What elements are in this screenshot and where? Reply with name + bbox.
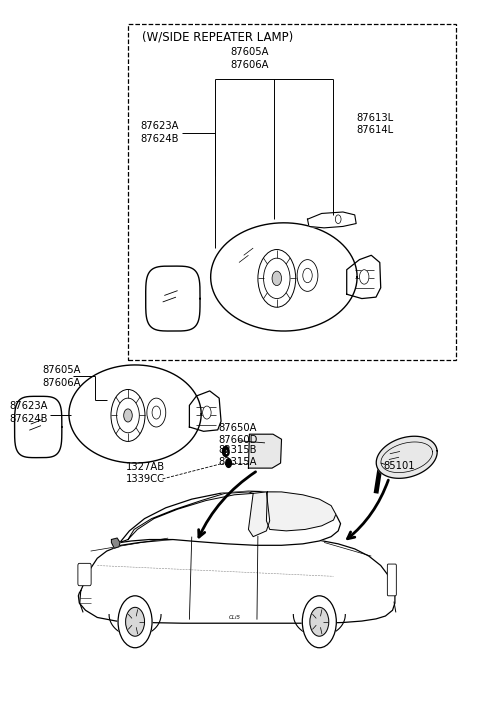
Circle shape	[124, 409, 132, 422]
Text: 87605A
87606A: 87605A 87606A	[43, 365, 81, 387]
Circle shape	[263, 258, 290, 299]
Circle shape	[272, 271, 282, 286]
Text: 85101: 85101	[384, 461, 415, 471]
Polygon shape	[146, 266, 200, 331]
Polygon shape	[376, 436, 437, 478]
Circle shape	[302, 596, 337, 648]
Polygon shape	[347, 255, 381, 299]
Polygon shape	[189, 391, 221, 431]
Circle shape	[359, 270, 369, 284]
Circle shape	[147, 398, 166, 427]
Text: 87605A
87606A: 87605A 87606A	[230, 47, 269, 70]
Polygon shape	[69, 365, 201, 463]
Polygon shape	[211, 222, 357, 331]
Polygon shape	[249, 434, 282, 468]
Text: (W/SIDE REPEATER LAMP): (W/SIDE REPEATER LAMP)	[142, 31, 293, 43]
Polygon shape	[128, 492, 253, 539]
Circle shape	[203, 406, 211, 419]
Text: 87623A
87624B: 87623A 87624B	[141, 121, 179, 144]
Polygon shape	[120, 491, 341, 545]
Text: 87650A
87660D: 87650A 87660D	[218, 423, 258, 446]
Circle shape	[222, 446, 229, 457]
Text: 87623A
87624B: 87623A 87624B	[10, 401, 48, 424]
Circle shape	[310, 607, 329, 636]
Polygon shape	[249, 492, 270, 537]
Circle shape	[303, 268, 312, 283]
Circle shape	[297, 260, 318, 292]
Bar	[128, 25, 456, 360]
Polygon shape	[266, 492, 336, 531]
Text: 87613L
87614L: 87613L 87614L	[356, 113, 393, 135]
Polygon shape	[15, 396, 62, 458]
Circle shape	[118, 596, 152, 648]
FancyBboxPatch shape	[387, 564, 396, 596]
Circle shape	[111, 390, 145, 441]
Circle shape	[117, 398, 139, 433]
Circle shape	[152, 406, 161, 419]
Text: 82315B
82315A: 82315B 82315A	[219, 445, 257, 467]
Circle shape	[258, 249, 296, 308]
Polygon shape	[78, 536, 395, 623]
Text: CLi5: CLi5	[228, 615, 240, 620]
Polygon shape	[111, 538, 120, 548]
Circle shape	[126, 607, 144, 636]
FancyBboxPatch shape	[78, 563, 91, 586]
Circle shape	[336, 215, 341, 223]
Text: 1327AB
1339CC: 1327AB 1339CC	[126, 462, 165, 484]
Circle shape	[226, 459, 231, 467]
Polygon shape	[307, 212, 356, 228]
